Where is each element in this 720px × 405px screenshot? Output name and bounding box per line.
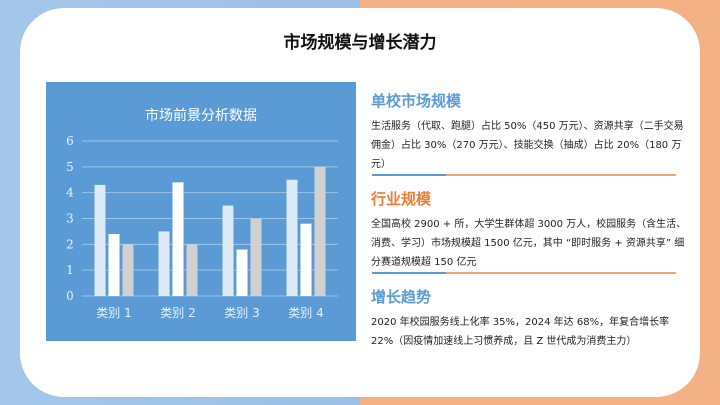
y-tick-label: 0 (66, 289, 74, 303)
chart-svg: 市场前景分析数据 0 1 2 3 4 5 6 类别 1 类别 2 类别 3 类别 4 (66, 107, 338, 320)
section-text: 全国高校 2900 + 所，大学生群体超 3000 万人，校园服务（含生活、消费… (371, 219, 687, 268)
section-text: 2020 年校园服务线上化率 35%，2024 年达 68%，年复合增长率 22… (371, 317, 670, 347)
x-tick-label: 类别 2 (160, 306, 195, 320)
bar (122, 244, 134, 296)
section-growth-trend: 增长趋势 2020 年校园服务线上化率 35%，2024 年达 68%，年复合增… (371, 286, 691, 351)
section-heading: 增长趋势 (371, 288, 432, 306)
y-tick-label: 2 (66, 237, 74, 251)
bar (286, 179, 298, 296)
bar (108, 234, 120, 296)
divider (372, 174, 676, 176)
x-tick-label: 类别 1 (96, 306, 131, 320)
bar (94, 184, 106, 296)
divider (372, 272, 676, 274)
section-text: 生活服务（代取、跑腿）占比 50%（450 万元）、资源共享（二手交易佣金）占比… (371, 121, 684, 170)
x-tick-label: 类别 4 (288, 306, 323, 320)
x-tick-label: 类别 3 (224, 306, 259, 320)
bar (158, 231, 170, 296)
bar (250, 218, 262, 296)
chart-title: 市场前景分析数据 (145, 107, 257, 124)
section-heading: 行业规模 (371, 190, 432, 208)
y-tick-label: 4 (66, 186, 74, 200)
page-title: 市场规模与增长潜力 (283, 33, 437, 53)
section-industry-scale: 行业规模 全国高校 2900 + 所，大学生群体超 3000 万人，校园服务（含… (371, 188, 691, 272)
y-tick-label: 1 (66, 263, 74, 277)
y-tick-label: 6 (66, 134, 74, 148)
y-tick-label: 3 (66, 212, 74, 226)
section-school-market: 单校市场规模 生活服务（代取、跑腿）占比 50%（450 万元）、资源共享（二手… (371, 90, 691, 174)
y-tick-label: 5 (66, 160, 74, 174)
bar (236, 249, 248, 296)
bar (222, 205, 234, 296)
bar (300, 223, 312, 296)
bar (314, 166, 326, 296)
section-heading: 单校市场规模 (371, 92, 462, 110)
market-chart: 市场前景分析数据 0 1 2 3 4 5 6 类别 1 类别 2 类别 3 类别 4 (46, 82, 356, 341)
bar (172, 182, 184, 296)
bar (186, 244, 198, 296)
